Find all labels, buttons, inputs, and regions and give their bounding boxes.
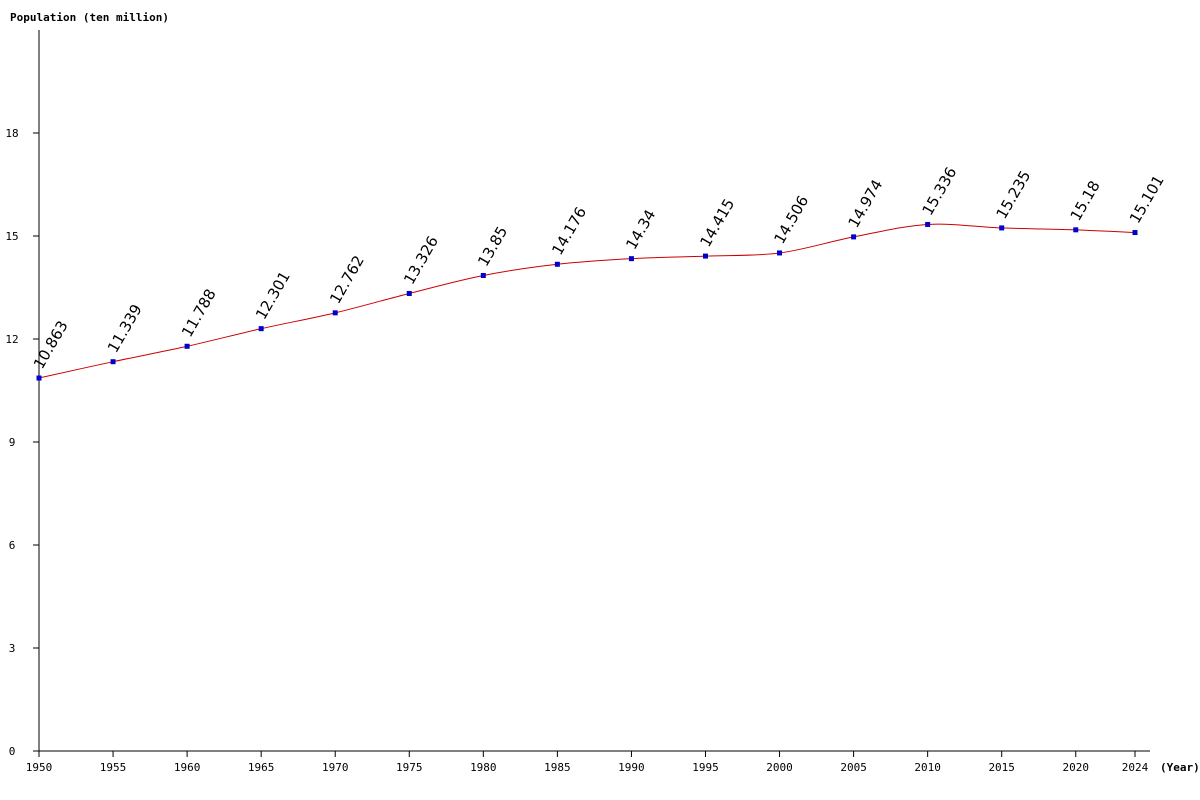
x-tick-label: 2010 (914, 761, 941, 774)
x-tick-label: 2000 (766, 761, 793, 774)
data-labels: 10.863 11.339 11.788 12.301 12.762 13.326 13.8… (30, 164, 1168, 372)
y-tick-label: 15 (5, 230, 18, 243)
data-value-label: 12.301 (252, 268, 294, 322)
x-axis-title: (Year) (1160, 761, 1200, 774)
data-value-label: 15.336 (919, 164, 961, 218)
data-point-marker (999, 225, 1005, 231)
data-value-label: 14.34 (622, 206, 659, 252)
data-value-label: 11.788 (178, 286, 220, 340)
y-tick-label: 18 (5, 127, 18, 140)
data-points (36, 221, 1138, 381)
data-point-marker (332, 310, 338, 316)
data-value-label: 11.339 (104, 301, 146, 355)
y-tick-label: 3 (9, 642, 16, 655)
data-point-marker (480, 272, 486, 278)
x-tick-label: 1980 (470, 761, 497, 774)
x-tick-label: 1960 (174, 761, 201, 774)
data-point-marker (110, 359, 116, 365)
x-tick-label: 2005 (840, 761, 867, 774)
y-tick-label: 0 (9, 745, 16, 758)
data-point-marker (1132, 230, 1138, 236)
data-point-marker (554, 261, 560, 267)
data-point-marker (851, 234, 857, 240)
data-value-label: 13.326 (400, 233, 442, 287)
data-point-marker (777, 250, 783, 256)
x-tick-label: 1950 (26, 761, 53, 774)
data-point-marker (702, 253, 708, 259)
x-tick-label: 1990 (618, 761, 645, 774)
data-point-marker (36, 375, 42, 381)
data-value-label: 14.415 (696, 196, 738, 250)
data-value-label: 14.974 (844, 176, 886, 230)
data-point-marker (1073, 227, 1079, 233)
y-tick-label: 12 (5, 333, 18, 346)
x-tick-label: 2015 (988, 761, 1015, 774)
y-tick-label: 6 (9, 539, 16, 552)
data-value-label: 15.235 (993, 167, 1035, 221)
data-value-label: 15.101 (1126, 172, 1168, 226)
data-value-label: 13.85 (474, 223, 511, 269)
data-point-marker (628, 256, 634, 262)
x-tick-label: 1965 (248, 761, 275, 774)
data-value-label: 14.506 (770, 192, 812, 246)
y-axis-ticks: 0 3 6 9 12 15 18 (5, 127, 39, 758)
y-axis-title: Population (ten million) (10, 11, 169, 24)
x-tick-label: 1955 (100, 761, 127, 774)
data-point-marker (925, 221, 931, 227)
x-tick-label: 1995 (692, 761, 719, 774)
y-tick-label: 9 (9, 436, 16, 449)
x-tick-label: 1970 (322, 761, 349, 774)
population-series-line (38, 223, 1136, 379)
x-axis-ticks: 1950 1955 1960 1965 1970 1975 1980 1985 1990 1995… (26, 751, 1149, 774)
x-tick-label: 1985 (544, 761, 571, 774)
x-tick-label: 2020 (1063, 761, 1090, 774)
data-point-marker (184, 343, 190, 349)
data-value-label: 10.863 (30, 318, 72, 372)
data-point-marker (406, 290, 412, 296)
data-value-label: 12.762 (326, 252, 368, 306)
x-tick-label: 2024 (1122, 761, 1149, 774)
data-value-label: 15.18 (1067, 178, 1104, 224)
data-value-label: 14.176 (548, 204, 590, 258)
x-tick-label: 1975 (396, 761, 423, 774)
data-point-marker (258, 326, 264, 332)
